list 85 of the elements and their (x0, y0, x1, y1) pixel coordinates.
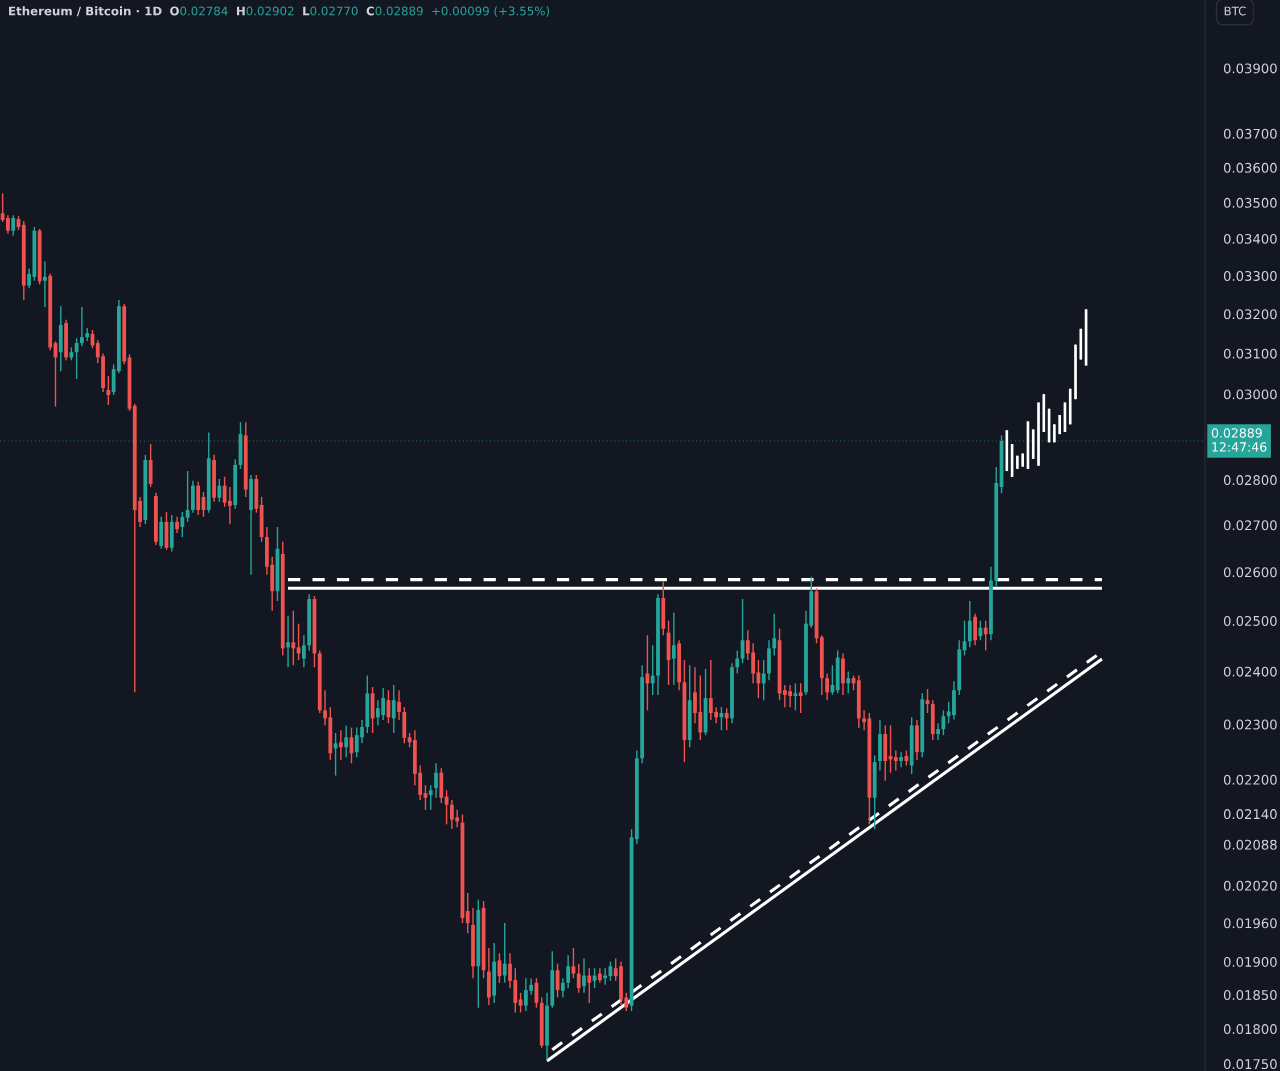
y-tick-label: 0.02300 (1223, 719, 1277, 730)
candlestick (761, 659, 766, 701)
candlestick (825, 672, 830, 701)
y-tick-label: 0.03100 (1223, 348, 1277, 359)
candlestick (893, 749, 898, 772)
y-tick-label: 0.03500 (1223, 197, 1277, 208)
candlestick (148, 443, 153, 488)
candlestick (1074, 343, 1077, 400)
candlestick (798, 682, 803, 714)
y-tick-label: 0.02088 (1223, 839, 1277, 850)
candlestick (286, 615, 290, 668)
candlestick (650, 644, 655, 696)
y-tick-label: 0.03200 (1223, 309, 1277, 320)
y-tick-label: 0.02400 (1223, 666, 1277, 677)
candlestick (566, 954, 571, 989)
y-tick-label: 0.03600 (1223, 162, 1277, 173)
annotation: +0.00099 (+3.55%) (432, 6, 550, 17)
candlestick (434, 762, 438, 799)
candlestick (80, 306, 84, 347)
candlestick (333, 732, 338, 777)
candlestick (978, 620, 983, 641)
candlestick (1058, 414, 1061, 435)
y-tick-label: 0.03400 (1223, 233, 1277, 244)
candlestick (217, 478, 222, 503)
candlestick (428, 784, 433, 811)
candlestick (502, 922, 507, 984)
candlestick (724, 707, 729, 731)
candlestick (671, 612, 676, 686)
candlestick (735, 649, 740, 675)
candlestick (582, 957, 586, 994)
candlestick (465, 892, 470, 934)
y-tick-label: 0.02700 (1223, 520, 1277, 531)
y-tick-label: 0.03700 (1223, 128, 1277, 139)
candlestick (983, 620, 988, 652)
y-tick-label: 0.03300 (1223, 270, 1277, 281)
candlestick (793, 682, 798, 712)
candlestick (1021, 452, 1024, 468)
candlestick (560, 977, 565, 999)
y-tick-label: 0.01850 (1223, 990, 1277, 1001)
candlestick (301, 634, 306, 668)
annotation: O0.02784 (170, 6, 228, 16)
candlestick (597, 967, 602, 984)
candlestick (830, 664, 835, 696)
candlestick (936, 722, 941, 741)
candlestick (899, 751, 904, 768)
y-tick-label: 0.02140 (1223, 809, 1277, 820)
candlestick (846, 670, 851, 695)
candlestick (967, 600, 972, 649)
chart-title: Ethereum / Bitcoin · 1D (9, 6, 162, 17)
candlestick (291, 610, 296, 666)
candlestick (1053, 423, 1056, 444)
candlestick (106, 375, 111, 406)
text: BTC (1224, 6, 1246, 16)
annotation: C0.02889 (366, 6, 423, 16)
y-tick-label: 0.01750 (1223, 1059, 1277, 1070)
candlestick (576, 962, 581, 994)
y-tick-label: 0.02800 (1223, 475, 1277, 486)
candlestick (1037, 401, 1040, 467)
ref-line-label: 0.02889 12:47:46 (1211, 428, 1267, 452)
candlestick (180, 511, 185, 538)
candlestick (43, 260, 47, 308)
candlestick (941, 709, 946, 736)
y-tick-label: 0.03000 (1223, 389, 1277, 400)
y-tick-label: 0.01960 (1223, 918, 1277, 929)
y-tick-label: 0.02200 (1223, 774, 1277, 785)
candlestick (397, 689, 401, 721)
y-tick-label: 0.03900 (1223, 63, 1277, 74)
annotation: H0.02902 (236, 6, 294, 16)
candlestick (391, 684, 396, 734)
y-tick-label: 0.01900 (1223, 956, 1277, 967)
y-tick-label: 0.02020 (1223, 880, 1277, 891)
candlestick (11, 214, 16, 237)
y-tick-label: 0.02600 (1223, 567, 1277, 578)
y-tick-label: 0.01800 (1223, 1024, 1277, 1035)
annotation: L0.02770 (303, 6, 358, 16)
candlestick (587, 967, 592, 1004)
candlestick (973, 613, 977, 646)
candlestick (296, 622, 301, 661)
candlestick (74, 337, 79, 380)
candlestick (1016, 455, 1019, 470)
candlestick (344, 724, 349, 758)
candlestick (185, 470, 190, 523)
candlestick (772, 613, 777, 657)
y-tick-label: 0.02500 (1223, 615, 1277, 626)
candlestick (338, 729, 343, 761)
